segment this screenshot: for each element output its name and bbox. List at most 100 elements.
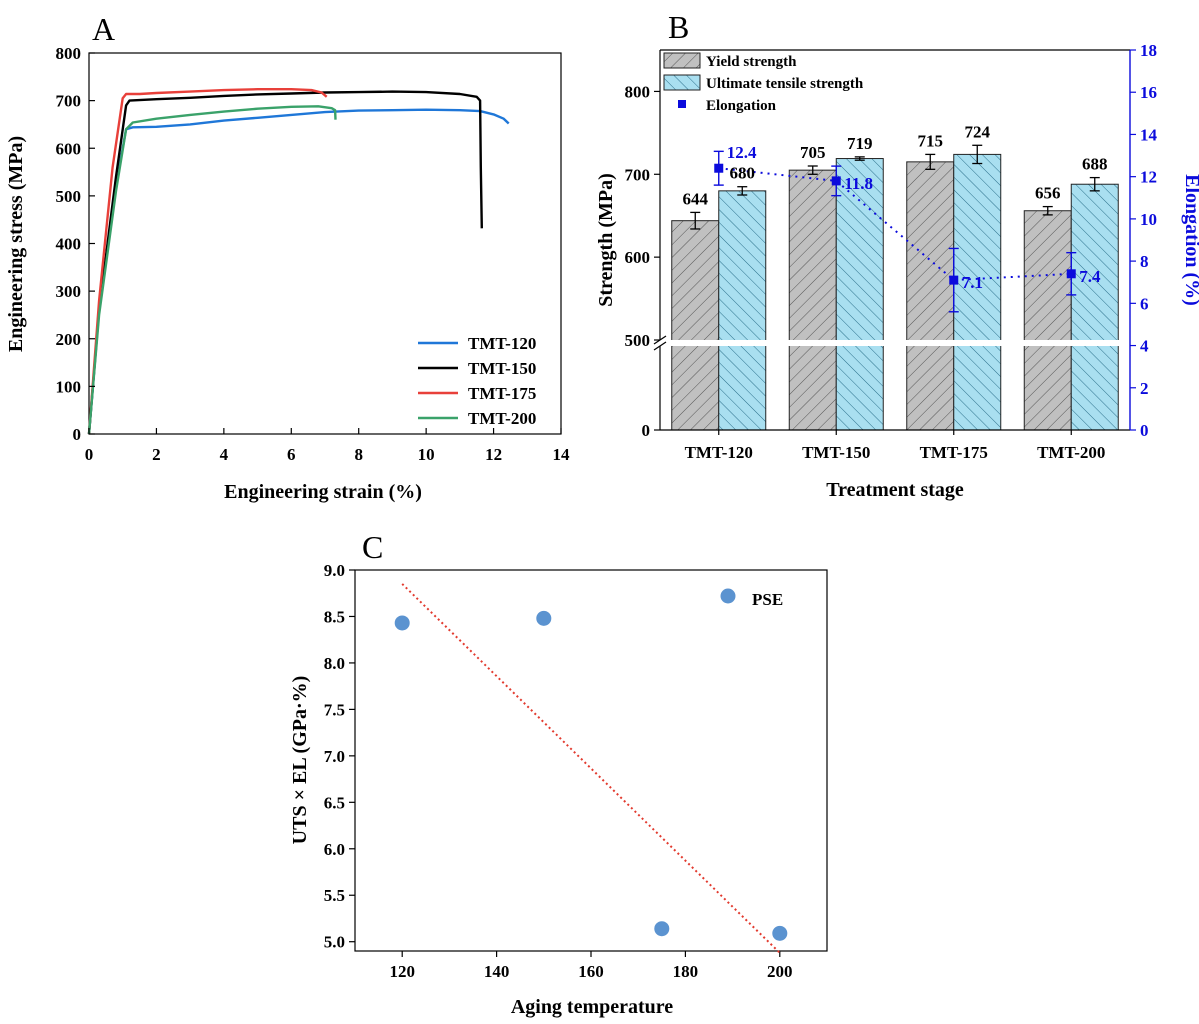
y-tick-label: 9.0 bbox=[324, 561, 345, 580]
yield-bar-tmt-175 bbox=[906, 161, 955, 431]
x-tick-label: 180 bbox=[673, 962, 699, 981]
x-tick-label: 6 bbox=[287, 445, 296, 464]
x-tick-label-tmt-200: TMT-200 bbox=[1037, 443, 1105, 462]
elongation-point-tmt-150 bbox=[831, 176, 841, 186]
y-tick-label: 8.0 bbox=[324, 654, 345, 673]
chart-b-ylabel: Strength (MPa) bbox=[595, 173, 617, 307]
elongation-label-tmt-150: 11.8 bbox=[844, 174, 873, 193]
y-tick-label: 600 bbox=[625, 248, 651, 267]
y-tick-label: 200 bbox=[56, 330, 82, 349]
panel-label-a: A bbox=[92, 11, 115, 47]
y-tick-label: 700 bbox=[625, 165, 651, 184]
chart-c-ticks: 120 140 160 180 200 5.0 5.5 6.0 6.5 7.0 7.5 8.0 8.5 9… bbox=[324, 561, 793, 981]
x-tick-label-tmt-150: TMT-150 bbox=[802, 443, 870, 462]
y-tick-label: 7.5 bbox=[324, 700, 345, 719]
chart-b-frame bbox=[653, 49, 1132, 431]
chart-b-ticks: 500 600 700 800 0 0 2 4 6 8 10 12 14 16 18 TMT-120 TMT-1… bbox=[625, 41, 1158, 462]
x-tick-label: 4 bbox=[220, 445, 229, 464]
y-tick-label: 8.5 bbox=[324, 607, 345, 626]
legend-label-tmt-200: TMT-200 bbox=[468, 409, 536, 428]
x-tick-label: 12 bbox=[485, 445, 502, 464]
legend-label-tmt-150: TMT-150 bbox=[468, 359, 536, 378]
panel-label-c: C bbox=[362, 529, 383, 565]
y-tick-label: 6.5 bbox=[324, 793, 345, 812]
uts-label-tmt-175: 724 bbox=[965, 122, 991, 141]
y2-tick-label: 4 bbox=[1140, 337, 1149, 356]
data-point-150 bbox=[536, 610, 552, 626]
y-tick-label: 0 bbox=[642, 421, 651, 440]
uts-label-tmt-200: 688 bbox=[1082, 155, 1108, 174]
chart-c-xlabel: Aging temperature bbox=[511, 996, 673, 1018]
x-tick-label: 200 bbox=[767, 962, 793, 981]
break-mark bbox=[653, 341, 667, 351]
y-tick-label: 500 bbox=[625, 331, 651, 350]
uts-label-tmt-150: 719 bbox=[847, 134, 873, 153]
elongation-label-tmt-175: 7.1 bbox=[962, 273, 983, 292]
yield-bar-tmt-120 bbox=[671, 220, 720, 431]
y-tick-label: 100 bbox=[56, 377, 82, 396]
data-point-200 bbox=[772, 925, 788, 941]
y2-tick-label: 0 bbox=[1140, 421, 1149, 440]
chart-c-frame bbox=[354, 569, 828, 952]
chart-a-series bbox=[87, 88, 510, 435]
y2-tick-label: 8 bbox=[1140, 252, 1149, 271]
uts-bar-tmt-120 bbox=[718, 190, 767, 431]
elongation-point-tmt-200 bbox=[1066, 269, 1076, 279]
x-tick-label: 120 bbox=[389, 962, 415, 981]
y-tick-label: 800 bbox=[56, 44, 82, 63]
y-tick-label: 400 bbox=[56, 235, 82, 254]
y2-tick-label: 14 bbox=[1140, 125, 1158, 144]
axis-break-gap bbox=[658, 340, 1132, 346]
y-tick-label: 5.5 bbox=[324, 886, 345, 905]
chart-a-ylabel: Engineering stress (MPa) bbox=[5, 136, 27, 352]
y2-tick-label: 12 bbox=[1140, 168, 1157, 187]
y2-tick-label: 2 bbox=[1140, 379, 1149, 398]
chart-b-bars bbox=[671, 144, 1119, 431]
legend-swatch-uts bbox=[663, 74, 701, 91]
chart-b-xlabel: Treatment stage bbox=[826, 479, 964, 501]
chart-a: 0 2 4 6 8 10 12 14 0 100 200 300 400 500 600 700 800 Eng… bbox=[5, 44, 570, 503]
y-tick-label: 300 bbox=[56, 282, 82, 301]
elongation-label-tmt-200: 7.4 bbox=[1079, 267, 1101, 286]
x-tick-label: 160 bbox=[578, 962, 604, 981]
elongation-point-tmt-120 bbox=[714, 163, 724, 173]
chart-a-ticks: 0 2 4 6 8 10 12 14 0 100 200 300 400 500 600 700 800 bbox=[56, 44, 571, 464]
x-tick-label-tmt-120: TMT-120 bbox=[685, 443, 753, 462]
chart-c-ylabel: UTS × EL (GPa·%) bbox=[289, 676, 311, 845]
chart-c: 120 140 160 180 200 5.0 5.5 6.0 6.5 7.0 7.5 8.0 8.5 9… bbox=[289, 561, 828, 1018]
legend-label-pse: PSE bbox=[752, 590, 783, 609]
x-tick-label-tmt-175: TMT-175 bbox=[920, 443, 988, 462]
chart-b-legend: Yield strength Ultimate tensile strength E… bbox=[663, 52, 864, 114]
y-tick-label: 800 bbox=[625, 82, 651, 101]
y-tick-label: 700 bbox=[56, 92, 82, 111]
chart-b-elongation bbox=[713, 150, 1077, 313]
uts-bar-tmt-175 bbox=[953, 153, 1002, 431]
uts-bar-tmt-200 bbox=[1070, 183, 1119, 431]
chart-a-xlabel: Engineering strain (%) bbox=[224, 481, 422, 503]
yield-label-tmt-120: 644 bbox=[683, 189, 709, 208]
x-tick-label: 10 bbox=[418, 445, 435, 464]
yield-label-tmt-175: 715 bbox=[918, 131, 944, 150]
chart-c-series bbox=[394, 583, 788, 954]
uts-bar-tmt-150 bbox=[835, 158, 884, 431]
elongation-point-tmt-175 bbox=[949, 275, 959, 285]
x-tick-label: 14 bbox=[553, 445, 571, 464]
legend-label-yield: Yield strength bbox=[706, 54, 797, 70]
legend-label-uts: Ultimate tensile strength bbox=[706, 76, 864, 92]
data-point-120 bbox=[394, 615, 410, 631]
x-tick-label: 8 bbox=[354, 445, 363, 464]
data-point-175 bbox=[654, 921, 670, 937]
yield-label-tmt-150: 705 bbox=[800, 143, 826, 162]
y2-tick-label: 18 bbox=[1140, 41, 1157, 60]
legend-swatch-elongation bbox=[678, 100, 686, 108]
uts-label-tmt-120: 680 bbox=[730, 164, 756, 183]
yield-bar-tmt-200 bbox=[1023, 210, 1072, 431]
yield-label-tmt-200: 656 bbox=[1035, 184, 1061, 203]
y-tick-label: 600 bbox=[56, 139, 82, 158]
elongation-line bbox=[718, 167, 1072, 282]
y2-tick-label: 16 bbox=[1140, 83, 1157, 102]
chart-b-data-labels: 644 680 705 719 715 724 656 688 12.4 11.8 7.1 7.4 bbox=[683, 122, 1108, 292]
y-tick-label: 0 bbox=[73, 425, 82, 444]
y-tick-label: 7.0 bbox=[324, 747, 345, 766]
